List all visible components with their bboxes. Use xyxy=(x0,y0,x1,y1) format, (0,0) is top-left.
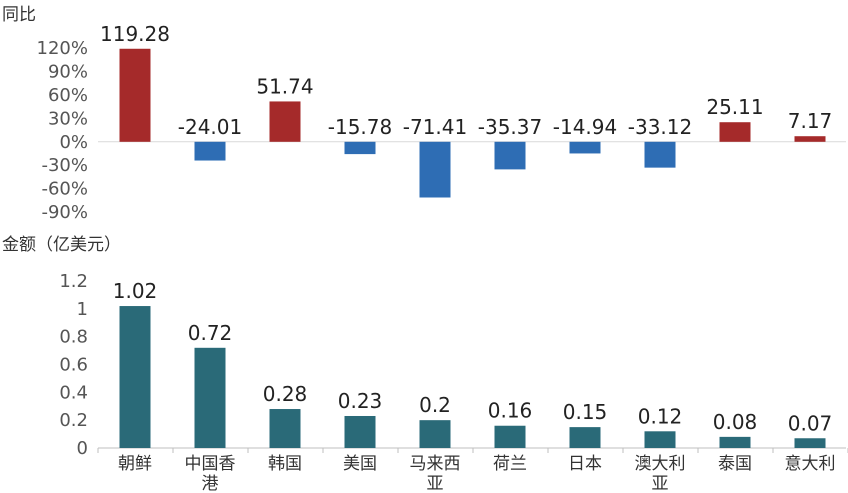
top-data-label: 7.17 xyxy=(788,109,833,133)
top-bar xyxy=(794,136,826,142)
top-y-tick-label: 30% xyxy=(48,108,88,129)
top-data-label: -14.94 xyxy=(553,115,617,139)
bottom-y-tick-label: 0 xyxy=(77,438,88,459)
bottom-data-label: 0.12 xyxy=(638,404,683,428)
top-y-tick-label: -90% xyxy=(41,202,88,223)
category-label: 中国香港 xyxy=(185,454,236,493)
category-label: 泰国 xyxy=(718,454,752,474)
category-label: 澳大利亚 xyxy=(635,454,686,493)
bottom-data-label: 1.02 xyxy=(113,279,158,303)
bottom-data-label: 0.72 xyxy=(188,321,233,345)
bottom-bar xyxy=(794,438,826,448)
top-y-tick-label: 90% xyxy=(48,62,88,83)
top-bar xyxy=(344,141,376,155)
top-y-tick-label: -30% xyxy=(41,155,88,176)
bottom-y-tick-label: 1.2 xyxy=(59,271,88,292)
category-label: 荷兰 xyxy=(493,454,527,474)
top-bar xyxy=(419,141,451,198)
bottom-data-label: 0.28 xyxy=(263,382,308,406)
category-label: 美国 xyxy=(343,454,377,474)
bottom-bar xyxy=(569,427,601,448)
bottom-y-tick-label: 0.8 xyxy=(59,327,88,348)
bottom-data-label: 0.23 xyxy=(338,389,383,413)
bottom-data-label: 0.15 xyxy=(563,400,608,424)
top-bar xyxy=(569,141,601,154)
top-y-tick-label: 60% xyxy=(48,85,88,106)
category-label: 日本 xyxy=(568,454,602,474)
top-data-label: -71.41 xyxy=(403,115,467,139)
bottom-data-label: 0.07 xyxy=(788,411,833,435)
top-bar xyxy=(494,141,526,170)
bottom-data-label: 0.08 xyxy=(713,410,758,434)
bottom-bar xyxy=(719,436,751,448)
top-data-label: 51.74 xyxy=(256,74,313,98)
bottom-chart: 1.2 1 0.8 0.6 0.4 0.2 0 1.02 朝鲜 0.72 中国香港 0.28 韩国 0.2… xyxy=(59,271,848,493)
top-data-label: -33.12 xyxy=(628,115,692,139)
bottom-data-label: 0.2 xyxy=(419,393,451,417)
top-y-tick-label: 120% xyxy=(37,38,88,59)
bottom-bar xyxy=(644,431,676,448)
top-data-label: 119.28 xyxy=(100,22,170,46)
bottom-y-tick-label: 0.2 xyxy=(59,410,88,431)
bottom-chart-ylabel: 金额（亿美元） xyxy=(2,235,121,255)
bottom-y-tick-label: 0.6 xyxy=(59,355,88,376)
category-label: 马来西亚 xyxy=(410,454,461,493)
top-bar xyxy=(119,48,151,142)
top-bar xyxy=(644,141,676,168)
bottom-y-tick-label: 0.4 xyxy=(59,382,88,403)
top-y-tick-label: -60% xyxy=(41,179,88,200)
top-bar xyxy=(719,122,751,142)
top-data-label: -24.01 xyxy=(178,115,242,139)
top-data-label: -15.78 xyxy=(328,115,392,139)
top-data-label: 25.11 xyxy=(706,95,763,119)
bottom-bar xyxy=(419,420,451,448)
top-bar xyxy=(269,101,301,142)
bottom-bar xyxy=(344,415,376,448)
bottom-bar xyxy=(494,425,526,448)
top-chart-ylabel: 同比 xyxy=(2,5,36,25)
top-data-label: -35.37 xyxy=(478,115,542,139)
bottom-data-label: 0.16 xyxy=(488,399,533,423)
top-bar xyxy=(194,141,226,161)
category-label: 朝鲜 xyxy=(118,454,152,474)
category-label: 韩国 xyxy=(268,454,302,474)
top-chart: 120% 90%60%30% 0%-30% -60%-90% 119.28 -24.01 5… xyxy=(37,22,846,223)
category-label: 意大利 xyxy=(785,454,836,474)
bottom-bar xyxy=(119,306,151,448)
bottom-bar xyxy=(194,347,226,448)
bottom-bar xyxy=(269,409,301,448)
bottom-y-tick-label: 1 xyxy=(77,299,88,320)
top-y-tick-label: 0% xyxy=(59,132,88,153)
